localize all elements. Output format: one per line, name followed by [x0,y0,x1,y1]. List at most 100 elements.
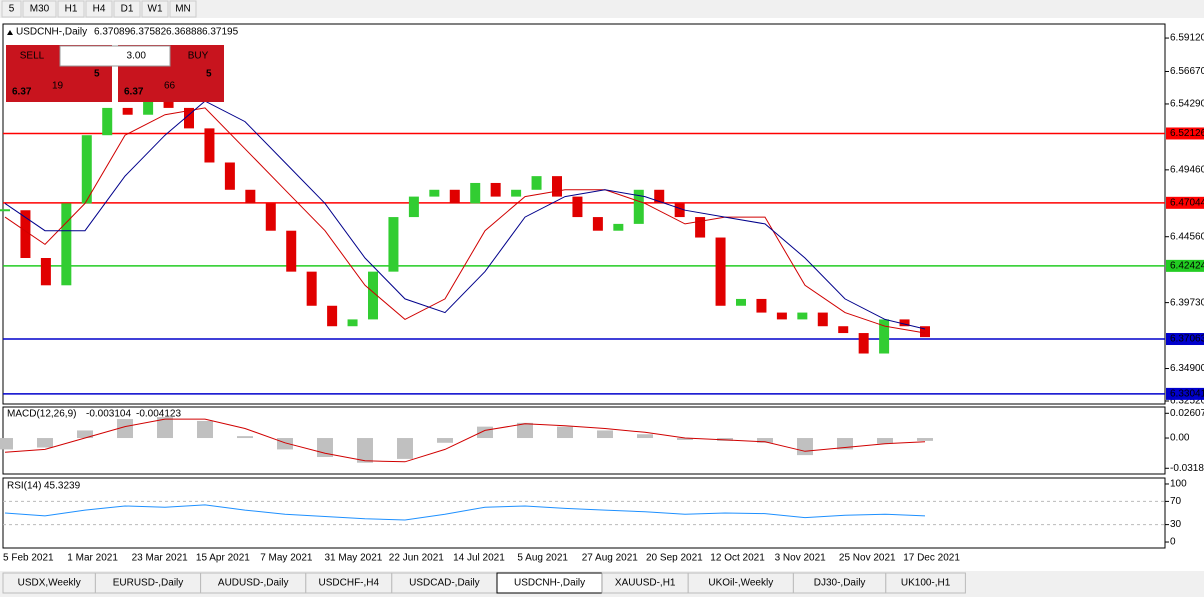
level-label: 6.47044 [1170,197,1204,208]
candle [817,312,828,327]
macd-bar [197,420,213,439]
price-prefix: 6.37 [124,87,144,98]
tab-label: EURUSD-,Daily [113,578,184,589]
candle [736,298,746,306]
candle [470,182,481,204]
candle [327,305,338,327]
timeframe-button[interactable] [57,0,85,18]
candle [143,101,154,115]
level-tag [1166,333,1204,346]
candle [776,312,787,320]
candle [408,196,419,218]
y-tick-label: 6.49460 [1170,165,1204,176]
timeframe-button[interactable] [1,0,22,18]
candle [163,101,174,108]
candle [245,189,256,204]
macd-bar [37,438,53,448]
y-tick-label: 6.54290 [1170,99,1204,110]
candle [490,182,501,197]
macd-bar [357,438,373,463]
y-tick-label: 100 [1170,479,1187,490]
tab-label: USDCHF-,H4 [319,578,380,589]
tab-label: XAUUSD-,H1 [615,578,676,589]
level-tag [1166,259,1204,272]
macd-bar [597,430,613,439]
candle [368,271,378,320]
ohlc-value: 6.37582 [130,27,167,38]
level-tag [1166,387,1204,400]
level-label: 6.52126 [1170,128,1204,139]
candle [61,203,72,286]
tab-label: AUDUSD-,Daily [218,578,289,589]
y-tick-label: 6.34900 [1170,363,1204,374]
rsi-line [4,504,926,521]
rsi-value: 45.3239 [44,481,81,492]
x-tick-label: 27 Aug 2021 [582,553,639,564]
candle [184,107,194,129]
tab[interactable] [885,572,966,594]
macd-bar [117,419,133,439]
timeframe-button[interactable] [85,0,113,18]
lots-box[interactable] [59,45,171,67]
x-tick-label: 12 Oct 2021 [710,553,765,564]
buy-label: BUY [188,51,209,62]
macd-label: MACD(12,26,9) [7,409,76,420]
candle [286,230,297,272]
price-pip: 5 [94,69,100,80]
price-big: 66 [164,81,176,92]
candle [40,258,51,286]
candle [122,107,133,115]
candle [654,189,665,204]
candle [552,176,562,197]
macd-value: -0.003104 [86,409,131,420]
candle [449,189,460,204]
macd-bar [237,436,253,439]
macd-bar [157,417,173,439]
macd-value: -0.004123 [136,409,181,420]
ohlc-value: 6.36888 [166,27,203,38]
price-prefix: 6.37 [12,87,32,98]
macd-bar [637,434,653,439]
candle [756,298,767,313]
lots: 3.00 [127,51,147,62]
candle [531,176,542,190]
y-tick-label: -0.03187 [1170,463,1204,474]
y-tick-label: 0.02607 [1170,408,1204,419]
macd-bar [477,426,493,439]
candle [797,312,808,320]
timeframe-button[interactable] [22,0,57,18]
toolbar [0,0,1204,18]
x-tick-label: 23 Mar 2021 [132,553,189,564]
timeframe-button[interactable] [113,0,141,18]
x-tick-label: 22 Jun 2021 [389,553,444,564]
tab-label: UKOil-,Weekly [708,578,773,589]
candle [572,196,583,218]
y-tick-label: 0.00 [1170,433,1190,444]
macd-signal [4,418,926,463]
macd-bar [557,426,573,439]
macd-bar [77,430,93,439]
y-tick-label: 6.32520 [1170,396,1204,407]
level-tag [1166,127,1204,140]
timeframe-label: H1 [65,4,78,15]
x-tick-label: 25 Nov 2021 [839,553,896,564]
x-tick-label: 7 May 2021 [260,553,313,564]
ma-fast [4,107,926,334]
tab-label: USDCNH-,Daily [514,578,585,589]
x-tick-label: 3 Nov 2021 [775,553,827,564]
timeframe-button[interactable] [169,0,197,18]
timeframe-label: M30 [30,4,50,15]
rsi-label: RSI(14) [7,481,41,492]
level-label: 6.42424 [1170,261,1204,272]
macd-bar [437,438,453,443]
candle [347,319,358,327]
timeframe-label: D1 [121,4,134,15]
ma-slow [4,100,926,330]
candle [592,217,603,231]
timeframe-button[interactable] [141,0,169,18]
candle [429,189,440,197]
ohlc-value: 6.37089 [94,27,131,38]
y-tick-label: 6.56670 [1170,66,1204,77]
sell-label: SELL [20,51,45,62]
